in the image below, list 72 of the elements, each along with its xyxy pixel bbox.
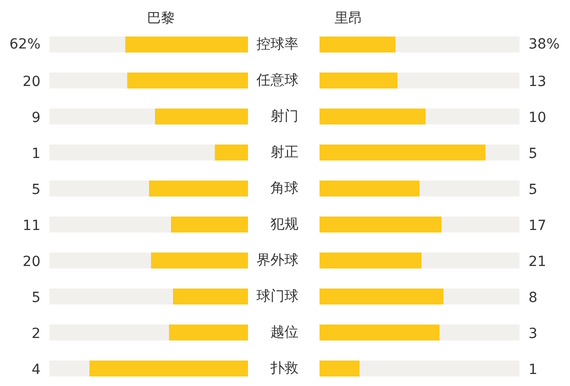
bar xyxy=(320,252,422,268)
text: 3 xyxy=(528,326,538,342)
text: 10 xyxy=(528,110,546,126)
bar xyxy=(320,216,442,232)
text: 13 xyxy=(528,74,546,90)
bar xyxy=(320,108,426,124)
bar xyxy=(170,216,248,232)
bar xyxy=(320,144,486,160)
bar xyxy=(360,360,520,376)
text: 8 xyxy=(528,290,538,306)
bar xyxy=(50,324,169,340)
y-tick-label: 越位 xyxy=(270,324,298,340)
y-tick-label: 射门 xyxy=(270,108,298,124)
bar xyxy=(149,180,248,196)
text: 20 xyxy=(22,254,41,270)
bar xyxy=(320,324,440,340)
bar xyxy=(486,144,520,160)
text: 巴黎 xyxy=(146,10,175,26)
y-tick-label: 扑救 xyxy=(270,360,298,376)
text: 4 xyxy=(32,362,41,378)
bar xyxy=(127,72,248,88)
text: 2 xyxy=(32,326,41,342)
text: 11 xyxy=(22,218,41,234)
text: 38% xyxy=(528,36,560,52)
text: 5 xyxy=(32,182,41,198)
chart-title: 里昂 xyxy=(334,10,362,26)
bar xyxy=(440,324,520,340)
bar xyxy=(320,36,396,52)
bar xyxy=(50,36,126,52)
bar xyxy=(50,288,173,304)
bar xyxy=(442,216,520,232)
text: 1 xyxy=(32,146,41,162)
text: 5 xyxy=(528,146,538,162)
y-tick-label: 犯规 xyxy=(270,216,298,232)
text: 62% xyxy=(9,36,41,52)
bar xyxy=(320,180,420,196)
bar xyxy=(444,288,520,304)
y-tick-label: 任意球 xyxy=(256,72,298,88)
text: 5 xyxy=(32,290,41,306)
bar xyxy=(426,108,520,124)
y-tick-label: 射正 xyxy=(270,144,298,160)
y-tick-label: 角球 xyxy=(270,180,298,196)
bar xyxy=(50,180,149,196)
y-tick-label: 球门球 xyxy=(256,288,298,304)
bar xyxy=(150,252,248,268)
bar xyxy=(50,252,151,268)
text: 21 xyxy=(528,254,546,270)
bar xyxy=(125,36,248,52)
bar xyxy=(422,252,520,268)
bar xyxy=(154,108,248,124)
bar xyxy=(89,360,248,376)
text: 1 xyxy=(528,362,538,378)
bar xyxy=(320,288,444,304)
bar xyxy=(320,360,360,376)
bar xyxy=(398,72,520,88)
text: 20 xyxy=(22,74,41,90)
bar xyxy=(420,180,520,196)
bar xyxy=(50,216,171,232)
y-tick-label: 控球率 xyxy=(256,36,298,52)
text: 17 xyxy=(528,218,546,234)
y-tick-label: 界外球 xyxy=(256,252,298,268)
bar xyxy=(50,144,215,160)
text: 9 xyxy=(32,110,41,126)
text: 5 xyxy=(528,182,538,198)
bar xyxy=(168,324,248,340)
bar xyxy=(214,144,248,160)
bar xyxy=(320,72,398,88)
bar xyxy=(396,36,520,52)
bar xyxy=(50,72,128,88)
bar xyxy=(50,360,90,376)
bar xyxy=(50,108,155,124)
bar xyxy=(172,288,248,304)
